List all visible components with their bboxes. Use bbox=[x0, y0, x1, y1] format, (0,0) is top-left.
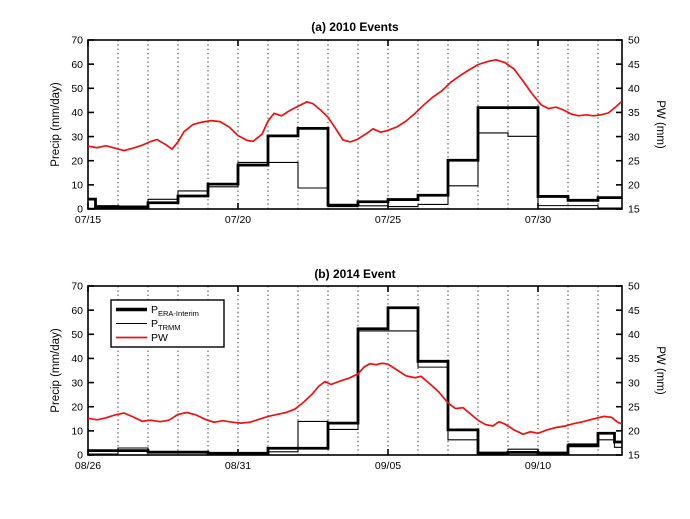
tick-labels-a: 0 10 20 30 40 50 60 70 15 20 25 30 35 40 45 50 07/15 07/2… bbox=[71, 35, 640, 226]
series-pw-b bbox=[88, 362, 622, 436]
ytick-right-label: 35 bbox=[628, 353, 640, 365]
daily-gridlines-a bbox=[117, 40, 599, 209]
axes-frame-a bbox=[87, 39, 623, 210]
panel-title-b: (b) 2014 Event bbox=[314, 267, 395, 281]
ytick-right-label: 15 bbox=[628, 204, 640, 216]
ytick-left-label: 50 bbox=[71, 83, 83, 95]
ticks-a bbox=[87, 39, 622, 210]
legend-label-1: PERA-Interim bbox=[151, 304, 199, 318]
ytick-left-label: 30 bbox=[71, 131, 83, 143]
axes-frame-b bbox=[87, 285, 623, 456]
ytick-right-label: 50 bbox=[628, 281, 640, 293]
ytick-left-label: 40 bbox=[71, 107, 83, 119]
xtick-label: 07/25 bbox=[375, 214, 401, 226]
ytick-right-label: 15 bbox=[628, 450, 640, 462]
ytick-left-label: 60 bbox=[71, 59, 83, 71]
series-p-trmm-b bbox=[88, 330, 622, 455]
ytick-right-label: 30 bbox=[628, 377, 640, 389]
ylabel-right-a: PW (mm) bbox=[654, 100, 666, 149]
xtick-label: 08/31 bbox=[225, 460, 251, 472]
xtick-label: 07/30 bbox=[525, 214, 551, 226]
series-group-b bbox=[88, 306, 622, 455]
legend-label-2: PTRMM bbox=[151, 318, 181, 332]
series-p-era-interim-a bbox=[88, 106, 622, 209]
ytick-right-label: 40 bbox=[628, 329, 640, 341]
panel-b: 0 10 20 30 40 50 60 70 15 20 25 30 35 40 45 50 08/26 08/3… bbox=[50, 267, 666, 472]
ytick-right-label: 20 bbox=[628, 426, 640, 438]
ytick-right-label: 25 bbox=[628, 155, 640, 167]
series-pw-a bbox=[88, 58, 622, 152]
xtick-label: 07/20 bbox=[225, 214, 251, 226]
ytick-left-label: 20 bbox=[71, 155, 83, 167]
ytick-left-label: 70 bbox=[71, 35, 83, 47]
legend-label-3: PW bbox=[151, 332, 168, 344]
ytick-left-label: 0 bbox=[77, 204, 83, 216]
ytick-left-label: 50 bbox=[71, 329, 83, 341]
xtick-label: 09/10 bbox=[525, 460, 551, 472]
ytick-right-label: 20 bbox=[628, 180, 640, 192]
panel-title-a: (a) 2010 Events bbox=[311, 20, 399, 34]
xtick-label: 08/26 bbox=[75, 460, 101, 472]
ticks-b bbox=[87, 285, 622, 456]
ytick-left-label: 10 bbox=[71, 180, 83, 192]
ytick-left-label: 30 bbox=[71, 377, 83, 389]
tick-labels-b: 0 10 20 30 40 50 60 70 15 20 25 30 35 40 45 50 08/26 08/3… bbox=[71, 281, 640, 472]
ytick-right-label: 45 bbox=[628, 305, 640, 317]
ytick-right-label: 25 bbox=[628, 401, 640, 413]
ylabel-left-b: Precip (mm/day) bbox=[50, 328, 62, 413]
ytick-left-label: 70 bbox=[71, 281, 83, 293]
ylabel-left-a: Precip (mm/day) bbox=[50, 82, 62, 167]
xtick-label: 09/05 bbox=[375, 460, 401, 472]
series-group-a bbox=[88, 58, 622, 209]
ylabel-right-b: PW (mm) bbox=[654, 346, 666, 395]
ytick-right-label: 40 bbox=[628, 83, 640, 95]
ytick-left-label: 0 bbox=[77, 450, 83, 462]
xtick-label: 07/15 bbox=[75, 214, 101, 226]
ytick-left-label: 10 bbox=[71, 426, 83, 438]
panel-a: 0 10 20 30 40 50 60 70 15 20 25 30 35 40 45 50 07/15 07/2… bbox=[50, 20, 666, 226]
ytick-left-label: 40 bbox=[71, 353, 83, 365]
ytick-right-label: 45 bbox=[628, 59, 640, 71]
ytick-right-label: 50 bbox=[628, 35, 640, 47]
ytick-left-label: 20 bbox=[71, 401, 83, 413]
ytick-right-label: 30 bbox=[628, 131, 640, 143]
series-p-trmm-a bbox=[88, 132, 622, 209]
ytick-left-label: 60 bbox=[71, 305, 83, 317]
ytick-right-label: 35 bbox=[628, 107, 640, 119]
